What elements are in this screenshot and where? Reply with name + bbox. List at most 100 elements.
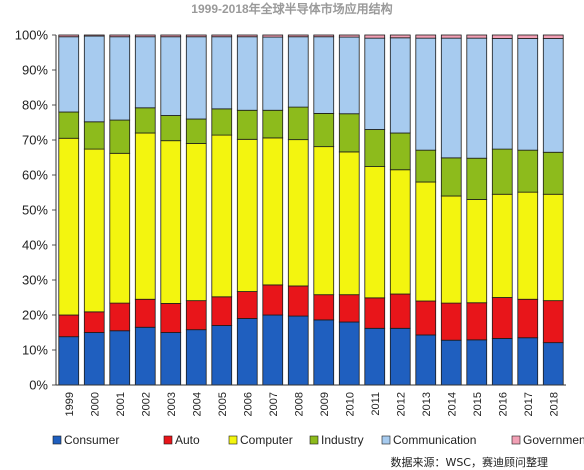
- bar-industry-2014: [440, 157, 462, 197]
- bar-auto-1999: [58, 314, 80, 338]
- x-tick-label: 2000: [89, 392, 101, 416]
- bar-auto-2000: [83, 311, 105, 333]
- bar-stack-2004: [185, 34, 207, 386]
- bar-government-2018: [542, 34, 564, 39]
- legend-label-communication: Communication: [393, 433, 476, 447]
- x-tick-label: 1999: [64, 392, 76, 416]
- bar-industry-2004: [185, 118, 207, 144]
- bar-stack-2008: [287, 34, 309, 386]
- x-tick-label: 2008: [293, 392, 305, 416]
- bar-auto-2008: [287, 285, 309, 317]
- legend-swatch-communication: [381, 435, 391, 445]
- bar-industry-2013: [415, 149, 437, 183]
- bar-auto-2011: [364, 297, 386, 329]
- bar-auto-2005: [211, 296, 233, 326]
- y-tick-label: 60%: [22, 168, 48, 183]
- bar-government-2001: [109, 34, 131, 38]
- bar-communication-2016: [491, 38, 513, 150]
- bar-stack-2000: [83, 34, 105, 386]
- bar-industry-2003: [160, 115, 182, 142]
- axis-lines: [55, 35, 566, 386]
- bar-consumer-1999: [58, 336, 80, 386]
- bar-computer-1999: [58, 137, 80, 316]
- bar-communication-2014: [440, 37, 462, 159]
- bar-consumer-2004: [185, 329, 207, 386]
- bar-industry-2016: [491, 148, 513, 195]
- bar-consumer-2010: [338, 321, 360, 386]
- bar-industry-2002: [134, 107, 156, 134]
- bar-industry-2017: [517, 149, 539, 193]
- bar-computer-2000: [83, 148, 105, 313]
- bar-computer-2018: [542, 193, 564, 302]
- legend-swatch-government: [511, 435, 521, 445]
- legend-label-government: Government: [523, 433, 584, 447]
- x-axis: 1999 2000 2001 2002 2003 2004 2005 2006 2007 2008…: [64, 392, 561, 416]
- bar-communication-2008: [287, 36, 309, 108]
- bar-industry-2008: [287, 106, 309, 141]
- bar-government-2015: [466, 34, 488, 39]
- bar-communication-2001: [109, 36, 131, 121]
- legend-label-consumer: Consumer: [64, 433, 119, 447]
- bar-government-2014: [440, 34, 462, 39]
- bar-stack-2018: [542, 34, 564, 386]
- bar-computer-2009: [313, 146, 335, 296]
- bar-communication-2010: [338, 36, 360, 115]
- bar-industry-2005: [211, 108, 233, 136]
- bar-communication-2005: [211, 36, 233, 110]
- bar-stack-2001: [109, 34, 131, 386]
- bar-consumer-2009: [313, 319, 335, 386]
- legend-swatch-computer: [228, 435, 238, 445]
- bar-communication-2013: [415, 37, 437, 151]
- y-tick-label: 40%: [22, 238, 48, 253]
- bar-industry-2015: [466, 157, 488, 200]
- x-tick-label: 2017: [523, 392, 535, 416]
- bar-communication-2009: [313, 36, 335, 114]
- bar-consumer-2001: [109, 330, 131, 386]
- bar-computer-2016: [491, 193, 513, 298]
- bar-consumer-2012: [389, 327, 411, 386]
- bar-government-2010: [338, 34, 360, 38]
- bar-government-2007: [262, 34, 284, 38]
- bar-industry-2007: [262, 109, 284, 139]
- y-tick-label: 20%: [22, 308, 48, 323]
- bar-consumer-2014: [440, 339, 462, 386]
- bar-government-2011: [364, 34, 386, 39]
- bars: [58, 34, 564, 386]
- x-tick-label: 2011: [370, 392, 382, 416]
- bar-auto-2018: [542, 300, 564, 344]
- bar-industry-2001: [109, 119, 131, 154]
- x-tick-label: 2006: [242, 392, 254, 416]
- bar-communication-2012: [389, 37, 411, 134]
- bar-government-2006: [236, 34, 258, 38]
- bar-computer-2013: [415, 181, 437, 302]
- bar-computer-2008: [287, 139, 309, 287]
- legend-swatch-industry: [309, 435, 319, 445]
- x-tick-label: 2015: [472, 392, 484, 416]
- x-tick-label: 2005: [217, 392, 229, 416]
- bar-auto-2013: [415, 300, 437, 336]
- bar-communication-2017: [517, 38, 539, 151]
- bar-industry-2010: [338, 113, 360, 153]
- bar-consumer-2011: [364, 327, 386, 386]
- y-tick-label: 80%: [22, 98, 48, 113]
- bar-auto-2010: [338, 294, 360, 323]
- bar-stack-2005: [211, 34, 233, 386]
- bar-auto-2015: [466, 302, 488, 341]
- bar-stack-2002: [134, 34, 156, 386]
- x-tick-label: 2018: [548, 392, 560, 416]
- y-tick-label: 70%: [22, 133, 48, 148]
- bar-government-2012: [389, 34, 411, 39]
- y-tick-label: 30%: [22, 273, 48, 288]
- bar-government-2017: [517, 34, 539, 39]
- bar-consumer-2018: [542, 342, 564, 386]
- legend-label-industry: Industry: [321, 433, 364, 447]
- bar-computer-2006: [236, 138, 258, 292]
- legend-swatch-auto: [163, 435, 173, 445]
- bar-government-2009: [313, 34, 335, 38]
- y-tick-label: 10%: [22, 343, 48, 358]
- bar-computer-2011: [364, 166, 386, 299]
- bar-stack-2015: [466, 34, 488, 386]
- chart-title: 1999-2018年全球半导体市场应用结构: [191, 1, 392, 16]
- y-tick-label: 0%: [29, 378, 48, 393]
- bar-industry-2018: [542, 151, 564, 195]
